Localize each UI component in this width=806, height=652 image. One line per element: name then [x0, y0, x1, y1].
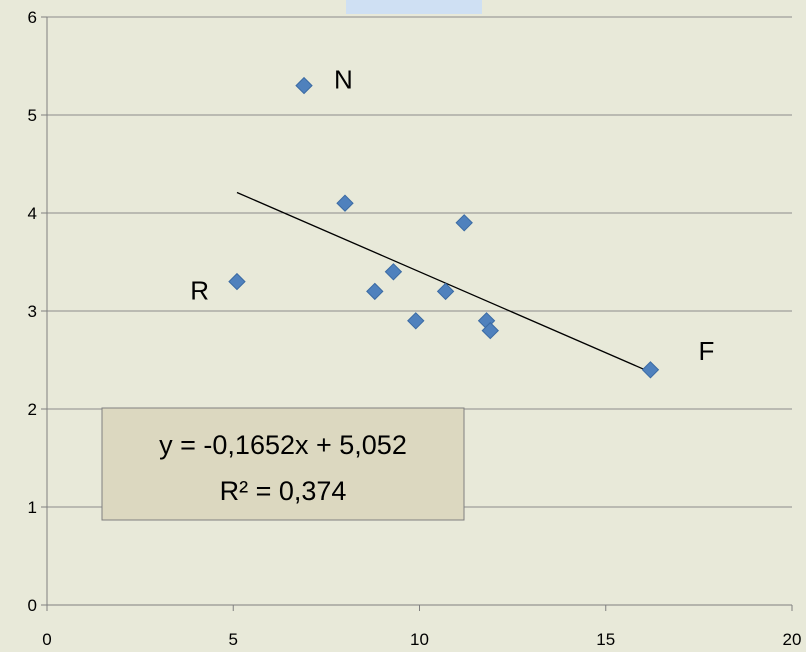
point-labels: N R F: [190, 65, 714, 366]
y-tick-label-2: 2: [28, 400, 37, 419]
x-tick-label-20: 20: [783, 630, 802, 649]
y-tick-label-0: 0: [28, 596, 37, 615]
data-point-5: [366, 282, 384, 301]
point-label-F: F: [698, 336, 714, 366]
y-tick-label-6: 6: [28, 8, 37, 27]
equation-box: y = -0,1652x + 5,052 R² = 0,374: [101, 407, 465, 521]
r-squared-value: R² = 0,374: [220, 476, 347, 506]
data-point-8: [455, 214, 473, 232]
data-point-10: [481, 321, 499, 340]
data-point-2: [228, 272, 246, 291]
trendline: [236, 191, 651, 373]
x-tick-label-5: 5: [229, 630, 238, 649]
x-tick-label-15: 15: [596, 630, 615, 649]
y-tick-label-1: 1: [28, 498, 37, 517]
point-label-R: R: [190, 276, 209, 306]
data-point-6: [407, 312, 425, 330]
axes: 0 1 2 3 4 5 6 0 5 10 15 20: [28, 8, 802, 649]
x-tick-label-10: 10: [410, 630, 429, 649]
y-tick-label-3: 3: [28, 302, 37, 321]
data-point-4: [384, 263, 403, 281]
x-tick-label-0: 0: [42, 630, 51, 649]
data-point-1: [295, 76, 313, 95]
point-label-N: N: [334, 65, 353, 95]
trendline-layer: [236, 191, 651, 373]
data-point-3: [336, 194, 354, 212]
data-points: [228, 76, 660, 379]
selection-tab: [346, 0, 482, 14]
data-point-7: [436, 282, 455, 301]
data-point-11: [641, 361, 660, 379]
trendline-equation: y = -0,1652x + 5,052: [159, 430, 407, 460]
y-tick-label-5: 5: [28, 106, 37, 125]
equation-box-background: [101, 407, 465, 521]
y-tick-label-4: 4: [28, 204, 37, 223]
